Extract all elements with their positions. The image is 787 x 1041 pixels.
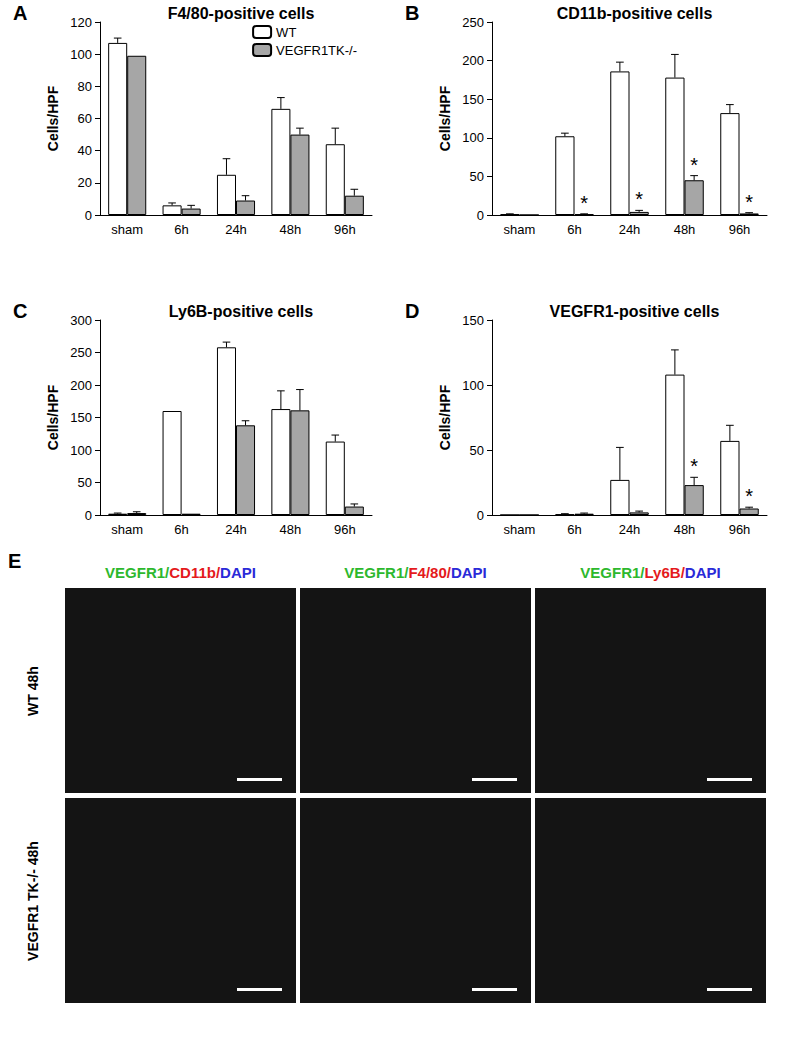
svg-text:sham: sham	[111, 222, 143, 237]
svg-text:150: 150	[462, 92, 484, 107]
html-text:VEGFR1/ Ly6B/ DAPI: VEGFR1/ Ly6B/ DAPI	[580, 564, 721, 581]
svg-text:0: 0	[85, 508, 92, 523]
svg-text:100: 100	[70, 443, 92, 458]
html-text:VEGFR1 TK-/- 48h: VEGFR1 TK-/- 48h	[24, 841, 41, 961]
svg-text:VEGFR1TK-/-: VEGFR1TK-/-	[276, 43, 357, 58]
svg-text:*: *	[690, 154, 698, 176]
svg-text:50: 50	[78, 475, 92, 490]
svg-text:sham: sham	[111, 522, 143, 537]
svg-text:6h: 6h	[174, 222, 188, 237]
svg-text:100: 100	[462, 130, 484, 145]
svg-text:6h: 6h	[567, 222, 581, 237]
svg-text:24h: 24h	[225, 522, 247, 537]
svg-text:150: 150	[462, 313, 484, 328]
svg-text:D: D	[405, 300, 419, 322]
svg-text:F4/80-positive cells: F4/80-positive cells	[168, 5, 315, 22]
svg-text:250: 250	[462, 15, 484, 30]
svg-text:0: 0	[85, 208, 92, 223]
svg-text:20: 20	[78, 175, 92, 190]
svg-text:sham: sham	[504, 522, 536, 537]
html-text:WT 48h: WT 48h	[24, 666, 41, 716]
svg-text:Cells/HPF: Cells/HPF	[45, 384, 61, 450]
svg-text:C: C	[13, 300, 27, 322]
svg-text:Cells/HPF: Cells/HPF	[45, 85, 61, 151]
svg-text:24h: 24h	[619, 522, 641, 537]
svg-text:VEGFR1-positive cells: VEGFR1-positive cells	[550, 303, 720, 320]
svg-text:100: 100	[462, 378, 484, 393]
svg-text:100: 100	[70, 47, 92, 62]
svg-text:B: B	[405, 2, 419, 24]
svg-text:Cells/HPF: Cells/HPF	[437, 384, 453, 450]
svg-text:96h: 96h	[729, 522, 751, 537]
svg-text:120: 120	[70, 15, 92, 30]
svg-text:CD11b-positive cells: CD11b-positive cells	[557, 5, 713, 22]
svg-text:80: 80	[78, 79, 92, 94]
svg-text:48h: 48h	[280, 522, 302, 537]
svg-text:sham: sham	[504, 222, 536, 237]
svg-text:150: 150	[70, 410, 92, 425]
svg-text:A: A	[13, 2, 27, 24]
svg-text:50: 50	[470, 443, 484, 458]
svg-text:300: 300	[70, 313, 92, 328]
svg-text:50: 50	[470, 169, 484, 184]
svg-text:0: 0	[477, 208, 484, 223]
html-text:VEGFR1/ F4/80/ DAPI: VEGFR1/ F4/80/ DAPI	[344, 564, 487, 581]
svg-text:24h: 24h	[225, 222, 247, 237]
svg-text:200: 200	[462, 53, 484, 68]
svg-text:24h: 24h	[619, 222, 641, 237]
svg-text:Ly6B-positive cells: Ly6B-positive cells	[169, 303, 313, 320]
svg-text:*: *	[690, 455, 698, 477]
svg-text:48h: 48h	[674, 222, 696, 237]
html-text:E: E	[8, 550, 22, 572]
svg-text:*: *	[635, 188, 643, 210]
svg-text:*: *	[580, 192, 588, 214]
svg-text:WT: WT	[276, 25, 296, 40]
svg-text:200: 200	[70, 378, 92, 393]
svg-text:48h: 48h	[674, 522, 696, 537]
svg-text:96h: 96h	[729, 222, 751, 237]
svg-text:96h: 96h	[334, 222, 356, 237]
svg-text:0: 0	[477, 508, 484, 523]
html-text:VEGFR1/ CD11b/ DAPI: VEGFR1/ CD11b/ DAPI	[105, 564, 256, 581]
svg-text:48h: 48h	[280, 222, 302, 237]
svg-text:96h: 96h	[334, 522, 356, 537]
svg-text:Cells/HPF: Cells/HPF	[437, 85, 453, 151]
svg-text:250: 250	[70, 345, 92, 360]
svg-text:*: *	[745, 191, 753, 213]
svg-text:6h: 6h	[567, 522, 581, 537]
svg-text:60: 60	[78, 111, 92, 126]
svg-text:40: 40	[78, 143, 92, 158]
svg-text:6h: 6h	[174, 522, 188, 537]
svg-text:*: *	[745, 485, 753, 507]
